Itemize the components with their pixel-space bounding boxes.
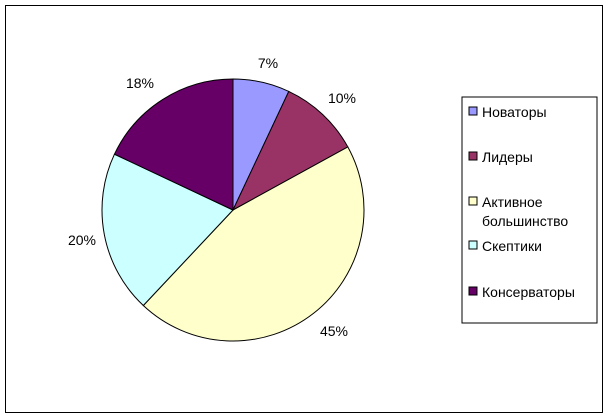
legend-label-1: Новаторы <box>482 104 547 120</box>
legend-label-2: Лидеры <box>482 149 533 165</box>
legend-swatch-3 <box>468 196 478 206</box>
pie-value-labels: 7% 10% 45% 20% 18% <box>68 55 356 339</box>
pie-slices <box>101 78 365 342</box>
legend-label-4: Скептики <box>482 238 542 254</box>
legend-swatch-4 <box>468 240 478 250</box>
pie-value-label-2: 10% <box>328 90 356 106</box>
pie-value-label-1: 7% <box>258 55 278 71</box>
pie-slice-4 <box>101 153 234 307</box>
legend-box <box>461 96 598 324</box>
pie-slice-5 <box>113 78 234 211</box>
legend-label-3: Активное большинство <box>482 194 568 229</box>
pie-slice-3 <box>142 146 365 342</box>
legend: Новаторы Лидеры Активное большинство Скептик… <box>461 96 598 324</box>
legend-swatch-2 <box>468 151 478 161</box>
pie-slice-2 <box>231 90 349 212</box>
legend-swatch-1 <box>468 106 478 116</box>
legend-label-5: Консерваторы <box>482 284 575 300</box>
pie-value-label-3: 45% <box>320 323 348 339</box>
pie-value-label-5: 18% <box>126 75 154 91</box>
legend-swatch-5 <box>468 286 478 296</box>
pie-value-label-4: 20% <box>68 232 96 248</box>
